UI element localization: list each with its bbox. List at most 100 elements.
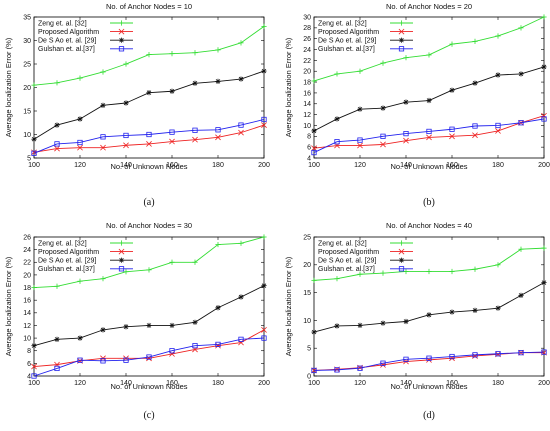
data-point xyxy=(169,88,175,94)
data-point xyxy=(357,137,363,143)
data-point xyxy=(495,128,501,134)
data-point xyxy=(380,133,386,139)
y-axis-title: Average localization Error (%) xyxy=(4,256,13,356)
data-point xyxy=(403,130,409,137)
series-3 xyxy=(311,279,547,335)
data-point xyxy=(31,363,37,370)
data-point xyxy=(100,327,106,333)
legend-marker xyxy=(398,248,405,255)
data-point xyxy=(403,268,409,275)
data-point xyxy=(192,259,198,265)
data-point xyxy=(334,323,340,329)
legend-entry: Proposed Algorithm xyxy=(38,28,133,36)
data-point xyxy=(541,112,547,119)
panel-caption: (c) xyxy=(143,410,154,421)
series-line xyxy=(33,329,265,367)
series-3 xyxy=(311,64,547,134)
y-tick-label: 20 xyxy=(23,272,31,279)
data-point xyxy=(380,60,386,66)
y-tick-label: 10 xyxy=(23,132,31,139)
data-point xyxy=(357,106,363,112)
legend-marker xyxy=(118,257,125,263)
data-point xyxy=(472,352,478,358)
data-point xyxy=(100,358,106,364)
series-4 xyxy=(31,116,267,156)
y-tick-label: 30 xyxy=(23,38,31,45)
data-point xyxy=(261,23,267,29)
x-tick-label: 160 xyxy=(166,380,178,387)
data-point xyxy=(472,132,478,139)
y-tick-label: 6 xyxy=(307,145,311,152)
data-point xyxy=(334,116,340,122)
legend-label: Gulshan et. al.[37] xyxy=(318,46,375,53)
legend-label: Zeng et. al. [32] xyxy=(38,240,87,247)
x-tick-label: 200 xyxy=(538,162,550,169)
panel-title: No. of Anchor Nodes = 30 xyxy=(106,221,192,230)
data-point xyxy=(472,38,478,45)
x-tick-label: 200 xyxy=(258,162,270,169)
data-point xyxy=(146,354,152,360)
data-point xyxy=(261,283,267,289)
legend-entry: Zeng et. al. [32] xyxy=(38,20,133,27)
data-point xyxy=(380,320,386,326)
data-point xyxy=(518,120,524,126)
panel-title: No. of Anchor Nodes = 20 xyxy=(386,2,472,11)
series-4 xyxy=(31,335,267,379)
data-point xyxy=(215,341,221,348)
data-point xyxy=(100,134,106,140)
panel-title: No. of Anchor Nodes = 40 xyxy=(386,221,472,230)
data-point xyxy=(192,343,198,349)
legend-label: Gulshan et. al.[37] xyxy=(318,266,375,273)
data-point xyxy=(77,116,83,122)
data-point xyxy=(426,312,432,318)
x-tick-label: 120 xyxy=(74,380,86,387)
x-tick-label: 180 xyxy=(492,162,504,169)
data-point xyxy=(311,329,317,335)
data-point xyxy=(238,339,244,346)
legend-entry: Zeng et. al. [32] xyxy=(38,240,133,247)
plot-frame xyxy=(313,16,545,159)
data-point xyxy=(518,292,524,298)
data-point xyxy=(54,336,60,342)
panel-caption: (a) xyxy=(143,197,154,208)
data-point xyxy=(426,97,432,104)
legend-entry: De S Ao et. al. [29] xyxy=(38,37,133,45)
data-point xyxy=(380,105,386,111)
y-axis-title: Average localization Error (%) xyxy=(284,256,293,356)
data-point xyxy=(311,128,317,134)
data-point xyxy=(238,294,244,300)
data-point xyxy=(77,357,83,363)
y-tick-label: 5 xyxy=(27,155,31,162)
series-3 xyxy=(31,68,267,142)
legend-label: Zeng et. al. [32] xyxy=(318,240,367,247)
data-point xyxy=(495,122,501,129)
data-point xyxy=(192,127,198,133)
data-point xyxy=(449,133,455,140)
legend-marker xyxy=(118,28,125,35)
data-point xyxy=(169,51,175,57)
data-point xyxy=(357,365,363,371)
y-tick-label: 26 xyxy=(303,36,311,43)
data-point xyxy=(123,269,129,275)
y-tick-label: 8 xyxy=(307,134,311,141)
data-point xyxy=(357,142,363,149)
data-point xyxy=(77,278,83,284)
x-tick-label: 120 xyxy=(74,162,86,169)
y-tick-label: 18 xyxy=(23,285,31,292)
legend-label: De S Ao et. al. [29] xyxy=(318,258,376,265)
data-point xyxy=(215,78,221,84)
data-point xyxy=(541,64,547,70)
x-tick-label: 140 xyxy=(120,380,132,387)
legend-marker xyxy=(398,46,405,52)
series-1 xyxy=(311,245,547,283)
data-point xyxy=(380,360,386,366)
legend-label: De S Ao et. al. [29] xyxy=(38,258,96,265)
data-point xyxy=(146,90,152,96)
data-point xyxy=(472,353,478,359)
series-4 xyxy=(311,349,547,374)
series-1 xyxy=(31,234,267,291)
chart-panel-2: No. of Anchor Nodes = 20 100 120 140 160 180 2… xyxy=(284,2,550,208)
